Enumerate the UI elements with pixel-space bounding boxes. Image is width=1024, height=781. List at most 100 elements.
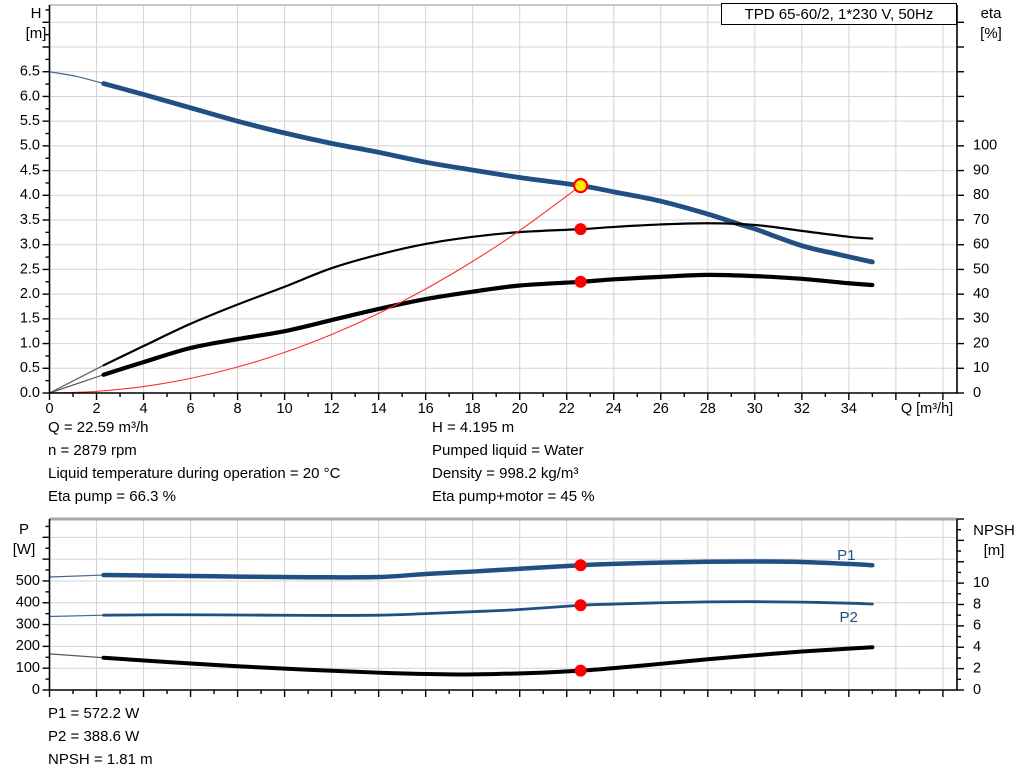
- npsh-curve-lead: [49, 653, 104, 659]
- p2-curve: [102, 600, 874, 617]
- x-tick-label: 14: [371, 401, 387, 417]
- x-tick-label: 0: [45, 401, 53, 417]
- duty-point-p1: [574, 559, 587, 572]
- y-right-tick-label: 60: [973, 237, 989, 253]
- y-right-tick-label: 0: [973, 682, 981, 698]
- p1-curve: [101, 559, 875, 580]
- x-tick-label: 2: [92, 401, 100, 417]
- duty-point-eta-pump-motor: [574, 275, 587, 288]
- y-left-tick-label: 0.5: [20, 360, 40, 376]
- y-left-tick-label: 2.5: [20, 261, 40, 277]
- y-left-axis-title: [m]: [26, 25, 47, 42]
- y-right-tick-label: 100: [973, 138, 997, 154]
- npsh-curve: [101, 645, 875, 677]
- p2-curve-lead: [49, 614, 104, 618]
- y-left-tick-label: 4.0: [20, 187, 40, 203]
- y-left-tick-label: 100: [16, 660, 40, 676]
- power-npsh-data: P1 = 572.2 W P2 = 388.6 W NPSH = 1.81 m: [48, 702, 153, 771]
- eta-pump-motor-curve-lead: [49, 374, 104, 394]
- y-right-tick-label: 0: [973, 385, 981, 401]
- y-left-tick-label: 400: [16, 595, 40, 611]
- duty-point-head: [572, 178, 589, 194]
- duty-point-npsh: [574, 664, 587, 677]
- eta-pump-curve: [102, 222, 874, 367]
- y-right-tick-label: 10: [973, 360, 989, 376]
- y-left-axis-title: H: [31, 5, 42, 22]
- y-right-tick-label: 20: [973, 335, 989, 351]
- x-tick-label: 16: [418, 401, 434, 417]
- info-line-h: H = 4.195 m: [432, 419, 515, 436]
- chart-title: TPD 65-60/2, 1*230 V, 50Hz: [744, 5, 934, 23]
- info-line-npsh: NPSH = 1.81 m: [48, 751, 153, 768]
- info-line-eta-pump: Eta pump = 66.3 %: [48, 488, 176, 505]
- y-right-tick-label: 6: [973, 618, 981, 634]
- y-right-axis-title: eta: [981, 5, 1003, 22]
- y-left-axis-title: [W]: [13, 541, 36, 558]
- y-left-tick-label: 500: [16, 573, 40, 589]
- x-tick-label: 6: [187, 401, 195, 417]
- y-right-tick-label: 30: [973, 311, 989, 327]
- x-tick-label: 20: [512, 401, 528, 417]
- y-left-tick-label: 6.5: [20, 64, 40, 80]
- info-line-density: Density = 998.2 kg/m³: [432, 465, 579, 482]
- y-left-tick-label: 3.5: [20, 212, 40, 228]
- y-right-tick-label: 80: [973, 187, 989, 203]
- duty-point-eta-pump: [574, 223, 587, 236]
- x-tick-label: 8: [234, 401, 242, 417]
- x-tick-label: 30: [747, 401, 763, 417]
- y-left-tick-label: 1.0: [20, 335, 40, 351]
- x-tick-label: 10: [277, 401, 293, 417]
- head-curve-lead: [49, 71, 104, 85]
- info-line-pumped-liquid: Pumped liquid = Water: [432, 442, 584, 459]
- y-left-tick-label: 5.0: [20, 138, 40, 154]
- x-tick-label: 34: [841, 401, 857, 417]
- y-left-tick-label: 0.0: [20, 385, 40, 401]
- y-right-tick-label: 70: [973, 212, 989, 228]
- operating-data-left: Q = 22.59 m³/h n = 2879 rpm Liquid tempe…: [48, 416, 340, 508]
- x-axis-title: Q [m³/h]: [901, 401, 953, 417]
- x-tick-label: 28: [700, 401, 716, 417]
- x-tick-label: 24: [606, 401, 622, 417]
- y-left-axis-title: P: [19, 521, 29, 538]
- y-right-tick-label: 2: [973, 660, 981, 676]
- p2-curve-label: P2: [839, 609, 857, 626]
- info-line-n: n = 2879 rpm: [48, 442, 137, 459]
- y-right-axis-title: [m]: [984, 542, 1005, 559]
- y-right-tick-label: 90: [973, 162, 989, 178]
- x-tick-label: 12: [324, 401, 340, 417]
- y-right-tick-label: 8: [973, 596, 981, 612]
- y-right-tick-label: 50: [973, 261, 989, 277]
- info-line-p1: P1 = 572.2 W: [48, 705, 140, 722]
- info-line-q: Q = 22.59 m³/h: [48, 419, 149, 436]
- x-tick-label: 18: [465, 401, 481, 417]
- x-tick-label: 32: [794, 401, 810, 417]
- head-curve: [101, 81, 875, 265]
- x-tick-label: 22: [559, 401, 575, 417]
- duty-point-p2: [574, 599, 587, 612]
- y-right-tick-label: 4: [973, 639, 981, 655]
- y-right-tick-label: 10: [973, 575, 989, 591]
- info-line-p2: P2 = 388.6 W: [48, 728, 140, 745]
- y-right-axis-title: NPSH: [973, 522, 1015, 539]
- eta-pump-motor-curve: [101, 272, 875, 377]
- y-left-tick-label: 5.5: [20, 113, 40, 129]
- info-line-eta-pump-motor: Eta pump+motor = 45 %: [432, 488, 595, 505]
- y-left-tick-label: 0: [32, 682, 40, 698]
- y-right-axis-title: [%]: [980, 25, 1002, 42]
- y-left-tick-label: 4.5: [20, 162, 40, 178]
- p1-curve-label: P1: [837, 547, 855, 564]
- x-tick-label: 4: [140, 401, 148, 417]
- chart-title-box: TPD 65-60/2, 1*230 V, 50Hz: [721, 3, 957, 25]
- y-left-tick-label: 3.0: [20, 237, 40, 253]
- y-left-tick-label: 1.5: [20, 311, 40, 327]
- p1-curve-lead: [49, 574, 104, 578]
- y-left-tick-label: 300: [16, 616, 40, 632]
- info-line-liquid-temp: Liquid temperature during operation = 20…: [48, 465, 341, 482]
- system-curve: [48, 185, 582, 394]
- y-left-tick-label: 200: [16, 638, 40, 654]
- y-left-tick-label: 6.0: [20, 88, 40, 104]
- y-right-tick-label: 40: [973, 286, 989, 302]
- operating-data-right: H = 4.195 m Pumped liquid = Water Densit…: [432, 416, 595, 508]
